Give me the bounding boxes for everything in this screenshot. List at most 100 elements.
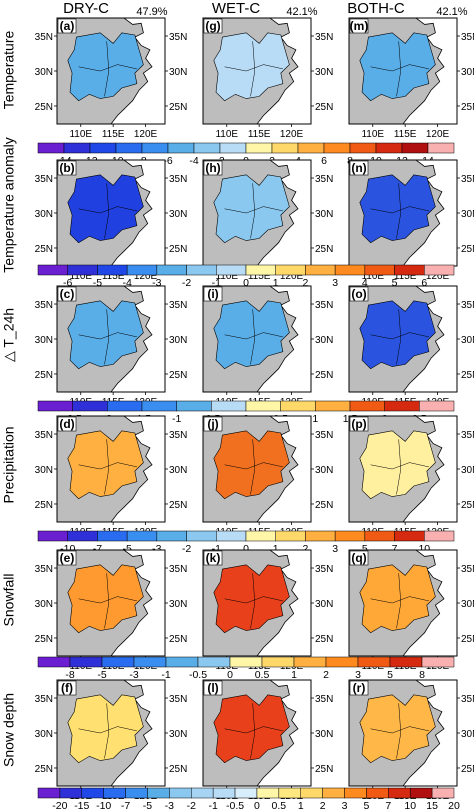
colorbar-segment — [37, 656, 71, 668]
province-border — [78, 726, 137, 734]
panel-label-box — [349, 680, 369, 696]
lat-tick-label: 25N — [315, 500, 333, 511]
province-border — [78, 332, 137, 340]
colorbar-segment — [364, 264, 395, 276]
colorbar-tick-label: 0.5 — [272, 800, 287, 809]
lon-tick-label: 115E — [248, 129, 271, 140]
lon-tick-label: 110E — [69, 129, 92, 140]
lat-tick-label: 35N — [461, 430, 474, 441]
lat-tick-label: 35N — [35, 300, 53, 311]
colorbar-tick-label: 2 — [323, 669, 329, 681]
colorbar-tick-label: 6 — [421, 277, 427, 289]
panel-label-box — [349, 550, 369, 566]
study-region-fill — [213, 430, 290, 500]
colorbar-segment — [141, 142, 169, 154]
province-border — [104, 703, 110, 759]
lat-tick-label: 35N — [35, 694, 53, 705]
colorbar-segment — [193, 142, 221, 154]
lat-tick-label: 35N — [461, 32, 474, 43]
colorbar-segment — [37, 530, 68, 542]
colorbar-segment — [424, 530, 455, 542]
colorbar-tick-label: -4 — [122, 277, 131, 289]
province-border — [250, 439, 256, 495]
lon-tick-label: 115E — [102, 271, 125, 282]
study-region-fill — [67, 430, 144, 500]
colorbar-segment — [275, 530, 306, 542]
panel-label-box — [349, 416, 369, 432]
lat-tick-label: 35N — [315, 694, 333, 705]
colorbar-segment — [156, 530, 187, 542]
colorbar-tick-label: -3 — [152, 277, 161, 289]
colorbar-tick-label: 6 — [321, 155, 327, 167]
map-panel-h: (h) 35N 30N 25N 110E 115E 120E — [202, 159, 333, 282]
lon-tick-label: 110E — [361, 129, 384, 140]
lat-tick-label: 25N — [169, 764, 187, 775]
column-title-1: DRY-C — [63, 0, 109, 17]
panel-label-box — [57, 18, 77, 34]
lon-tick-label: 120E — [280, 271, 304, 282]
colorbar-segment — [101, 656, 135, 668]
colorbar-tick-label: 3 — [355, 669, 361, 681]
colorbar-tick-label: -5 — [97, 669, 106, 681]
panel-label: (r) — [353, 681, 366, 695]
colorbar-segment — [394, 264, 425, 276]
lat-tick-label: 30N — [461, 209, 474, 220]
colorbar-segment — [427, 142, 455, 154]
lat-tick-label: 30N — [315, 465, 333, 476]
lat-tick-label: 30N — [461, 599, 474, 610]
colorbar-tick-label: -3 — [152, 543, 161, 555]
colorbar-segment — [401, 142, 429, 154]
colorbar-segment — [81, 787, 104, 799]
colorbar-tick-label: 1 — [291, 669, 297, 681]
colorbar-segment — [297, 142, 325, 154]
colorbar-tick-label: 5 — [387, 669, 393, 681]
colorbar-tick-label: -1 — [208, 800, 217, 809]
colorbar-tick-label: 0 — [254, 800, 260, 809]
colorbar-2: -6 -5 -4 -3 -2 -1 0 1 2 3 4 5 6 — [37, 264, 455, 289]
colorbar-tick-label: 1 — [312, 413, 318, 425]
lon-tick-label: 115E — [248, 271, 271, 282]
colorbar-segment — [300, 787, 323, 799]
lat-tick-label: 30N — [315, 729, 333, 740]
colorbar-segment — [37, 142, 65, 154]
lon-tick-label: 110E — [215, 271, 238, 282]
study-region-fill — [359, 174, 436, 244]
colorbar-tick-label: 0 — [243, 277, 249, 289]
colorbar-segment — [280, 400, 316, 412]
lat-tick-label: 30N — [169, 599, 187, 610]
panel-label-box — [203, 18, 223, 34]
colorbar-segment — [389, 656, 423, 668]
colorbar-segment — [37, 400, 73, 412]
lon-tick-label: 115E — [102, 129, 125, 140]
lat-tick-label: 35N — [169, 32, 187, 43]
colorbar-segment — [384, 400, 420, 412]
study-region-fill — [359, 300, 436, 370]
colorbar-segment — [97, 530, 128, 542]
lon-tick-label: 120E — [426, 271, 450, 282]
column-title-3: BOTH-C — [347, 0, 405, 17]
study-region-fill — [67, 300, 144, 370]
colorbar-segment — [126, 530, 158, 542]
colorbar-segment — [147, 787, 170, 799]
province-border — [396, 309, 402, 365]
lat-tick-label: 30N — [169, 335, 187, 346]
panel-label: (j) — [207, 417, 218, 431]
lon-tick-label: 120E — [134, 271, 158, 282]
study-region-fill — [359, 564, 436, 634]
colorbar-segment — [245, 142, 273, 154]
map-panel-g: (g) 35N 30N 25N 110E 115E 120E — [202, 17, 333, 140]
lat-tick-label: 25N — [315, 370, 333, 381]
lat-tick-label: 30N — [35, 209, 53, 220]
column-title-2: WET-C — [212, 0, 260, 17]
lat-tick-label: 25N — [169, 634, 187, 645]
colorbar-segment — [375, 142, 403, 154]
lat-tick-label: 30N — [35, 335, 53, 346]
colorbar-segment — [278, 787, 301, 799]
colorbar-tick-label: -15 — [74, 800, 89, 809]
colorbar-segment — [322, 787, 345, 799]
province-border — [78, 64, 137, 72]
colorbar-tick-label: -8 — [65, 669, 74, 681]
study-region-fill — [67, 32, 144, 102]
colorbar-segment — [293, 656, 327, 668]
province-border — [250, 41, 256, 97]
